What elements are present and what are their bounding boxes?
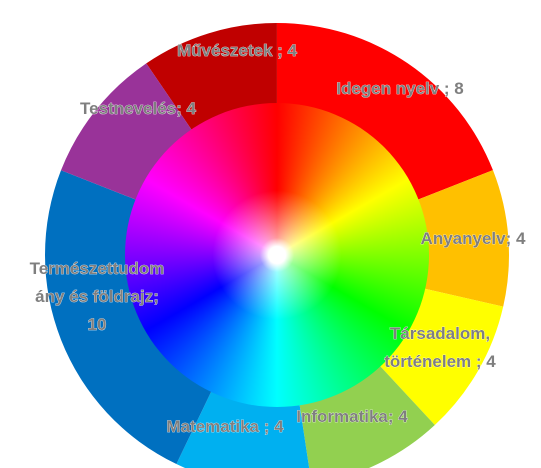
chart-page: Művészetek ; 4 Idegen nyelv ; 8 Anyanyelv;… [0,0,541,468]
segment-label: Matematika ; 4 [166,417,284,436]
segment-label: Anyanyelv; 4 [421,229,526,248]
segment-label: Idegen nyelv ; 8 [336,79,464,98]
segment-label: Informatika; 4 [296,407,408,426]
segment-label: Testnevelés; 4 [80,99,196,118]
segment-label: Társadalom,történelem ; 4 [384,324,496,371]
segment-label: Művészetek ; 4 [177,41,298,60]
labels: Művészetek ; 4 Idegen nyelv ; 8 Anyanyelv;… [0,0,541,468]
